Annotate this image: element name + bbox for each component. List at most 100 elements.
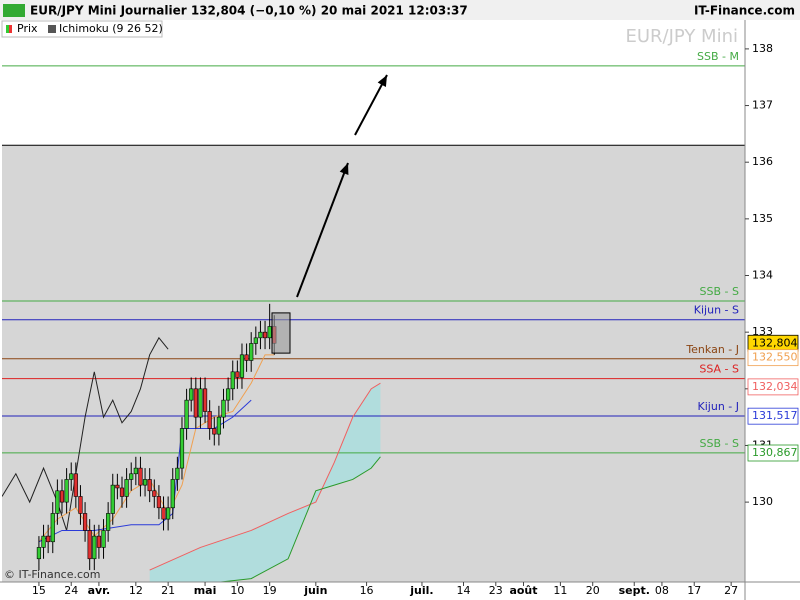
price-tag bbox=[747, 407, 799, 425]
ichimoku-line bbox=[216, 456, 381, 582]
x-tick-label: 19 bbox=[263, 584, 277, 597]
y-tick-label: 130 bbox=[752, 495, 773, 508]
candle-body bbox=[41, 535, 46, 548]
candle-body bbox=[267, 326, 272, 339]
x-tick-label: mai bbox=[194, 584, 217, 597]
level-label: SSB - S bbox=[700, 437, 739, 450]
candle-body bbox=[226, 388, 231, 401]
legend-label: Ichimoku (9 26 52) bbox=[59, 22, 163, 35]
candle-body bbox=[216, 416, 222, 435]
candle-body bbox=[249, 343, 254, 361]
candle-body bbox=[156, 496, 162, 509]
candle-body bbox=[36, 547, 42, 560]
candle-body bbox=[189, 388, 194, 401]
x-tick-label: 27 bbox=[724, 584, 738, 597]
price-tag bbox=[747, 378, 799, 396]
candle-body bbox=[244, 354, 249, 361]
legend-icon bbox=[48, 25, 56, 33]
level-label: Tenkan - J bbox=[685, 343, 739, 356]
candle-body bbox=[129, 473, 134, 480]
candle-body bbox=[230, 371, 235, 390]
y-tick-label: 134 bbox=[752, 269, 773, 282]
y-axis-bg bbox=[745, 20, 800, 582]
candle-body bbox=[212, 428, 217, 435]
candle-body bbox=[138, 467, 143, 486]
x-tick-label: juin bbox=[303, 584, 327, 597]
candle-body bbox=[184, 399, 189, 429]
candle-body bbox=[64, 479, 69, 503]
price-tag bbox=[747, 349, 799, 367]
x-tick-label: 21 bbox=[161, 584, 175, 597]
projection-box bbox=[271, 312, 291, 354]
x-tick-label: 17 bbox=[687, 584, 701, 597]
candle-body bbox=[110, 484, 115, 514]
level-label: Kijun - S bbox=[694, 304, 739, 317]
x-tick-label: 16 bbox=[360, 584, 374, 597]
candle-body bbox=[78, 496, 83, 514]
candle-body bbox=[96, 535, 102, 548]
level-label: SSB - M bbox=[697, 50, 739, 63]
x-tick-label: 23 bbox=[489, 584, 503, 597]
x-tick-label: juil. bbox=[409, 584, 433, 597]
candle-body bbox=[235, 371, 240, 378]
candle-body bbox=[179, 428, 185, 469]
price-tag bbox=[747, 444, 799, 462]
cloud bbox=[149, 383, 381, 582]
candle-body bbox=[198, 388, 203, 418]
price-tag-label: 132,034 bbox=[752, 380, 798, 393]
candle-body bbox=[73, 473, 78, 497]
x-tick-label: août bbox=[509, 584, 537, 597]
candle-body bbox=[82, 513, 88, 531]
candle-body bbox=[142, 479, 148, 486]
y-tick-label: 136 bbox=[752, 155, 773, 168]
candle-body bbox=[262, 331, 268, 339]
candle-body bbox=[92, 535, 97, 560]
candle-body bbox=[193, 388, 198, 418]
candle-body bbox=[175, 467, 180, 480]
candle-body bbox=[46, 535, 51, 543]
candle-body bbox=[147, 479, 152, 492]
ichimoku-line bbox=[149, 382, 381, 571]
legend-box bbox=[1, 20, 163, 38]
arrow-head bbox=[377, 75, 387, 87]
x-tick-label: avr. bbox=[88, 584, 111, 597]
candle-body bbox=[152, 490, 157, 497]
y-tick-label: 135 bbox=[752, 212, 773, 225]
candle-body bbox=[69, 473, 74, 480]
candle-body bbox=[258, 331, 263, 339]
legend-icon bbox=[6, 25, 9, 33]
watermark: EUR/JPY Mini bbox=[625, 26, 738, 47]
legend-icon bbox=[9, 25, 12, 33]
candle-body bbox=[253, 337, 258, 344]
logo bbox=[3, 4, 25, 17]
candle-body bbox=[207, 411, 212, 429]
arrow-head bbox=[339, 163, 349, 175]
x-tick-label: 12 bbox=[129, 584, 143, 597]
copyright: © IT-Finance.com bbox=[4, 568, 101, 581]
x-tick-label: sept. bbox=[619, 584, 650, 597]
y-tick-label: 138 bbox=[752, 42, 773, 55]
candle-body bbox=[239, 354, 245, 378]
x-tick-label: 20 bbox=[586, 584, 600, 597]
plot: SSB - M SSB - S Kijun - S Tenkan - J SSA - S… bbox=[2, 50, 745, 582]
candle-body bbox=[161, 507, 166, 520]
legend: Prix Ichimoku (9 26 52) bbox=[1, 20, 163, 38]
candle-body bbox=[115, 484, 120, 489]
ichimoku-line bbox=[2, 336, 169, 531]
x-tick-label: 08 bbox=[655, 584, 669, 597]
candle-body bbox=[170, 479, 175, 509]
price-tag-label: 132,550 bbox=[752, 351, 798, 364]
x-tick-label: 24 bbox=[64, 584, 78, 597]
x-tick-label: 11 bbox=[553, 584, 567, 597]
price-tag-label: 131,517 bbox=[752, 409, 798, 422]
candle-body bbox=[133, 467, 138, 475]
candle-body bbox=[101, 530, 106, 548]
candle-body bbox=[59, 490, 65, 503]
candle-body bbox=[50, 513, 55, 543]
level-label: Kijun - J bbox=[698, 400, 739, 413]
x-tick-label: 10 bbox=[230, 584, 244, 597]
legend-label: Prix bbox=[17, 22, 38, 35]
candle-body bbox=[87, 530, 92, 560]
candle-body bbox=[166, 507, 171, 520]
arrow-line bbox=[296, 162, 349, 298]
